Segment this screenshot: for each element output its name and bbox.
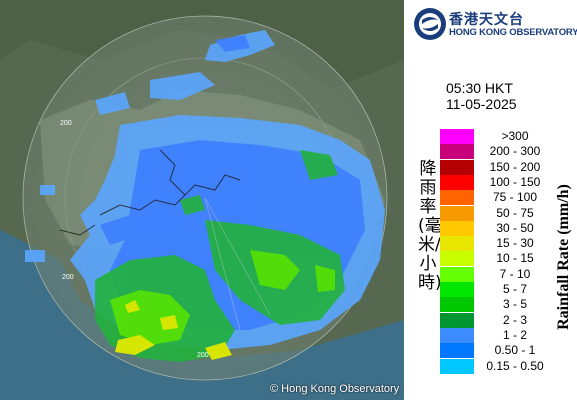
legend-swatch <box>440 129 474 144</box>
range-ring-label: 200 <box>62 274 74 281</box>
legend-label: 50 - 75 <box>496 205 534 220</box>
radar-beam-lines <box>204 197 271 331</box>
legend-label: 5 - 7 <box>502 282 527 296</box>
range-ring-label: 200 <box>60 120 72 127</box>
radar-map: 200 200 200 © Hong Kong Observatory <box>0 0 404 400</box>
legend-label: >300 <box>501 129 529 143</box>
legend-label: 2 - 3 <box>502 312 527 327</box>
legend-swatch <box>440 190 474 206</box>
radar-image <box>0 15 404 400</box>
range-ring-outer <box>22 15 388 381</box>
sea-area <box>0 230 404 400</box>
legend-label: 0.50 - 1 <box>494 343 536 358</box>
observatory-emblem-icon <box>414 8 446 40</box>
legend-swatch <box>440 282 474 297</box>
legend-swatch <box>440 236 474 252</box>
legend-swatch <box>440 144 474 160</box>
legend-swatch <box>440 205 474 221</box>
rain-bright-green <box>110 250 335 345</box>
copyright-notice: © Hong Kong Observatory <box>270 383 400 395</box>
logo-chinese-name: 香港天文台 <box>449 12 524 28</box>
legend-title-chinese: 降雨率(毫米/小時) <box>418 159 442 293</box>
side-panel: 香港天文台 HONG KONG OBSERVATORY 05:30 HKT 11… <box>404 0 577 400</box>
legend-label: 75 - 100 <box>492 190 538 205</box>
legend-label: 7 - 10 <box>499 266 531 281</box>
legend-label: 3 - 5 <box>502 297 527 312</box>
logo-english-name: HONG KONG OBSERVATORY <box>449 27 577 38</box>
legend-label: 0.15 - 0.50 <box>486 358 544 373</box>
legend-swatch <box>440 159 474 175</box>
coastline <box>59 149 241 236</box>
legend-title-english: Rainfall Rate (mm/h) <box>555 184 572 330</box>
legend-label: 1 - 2 <box>502 327 527 342</box>
legend-swatch <box>440 312 474 328</box>
legend-label: 15 - 30 <box>496 236 534 251</box>
legend-label: 30 - 50 <box>496 220 534 235</box>
range-ring-label: 200 <box>197 352 209 359</box>
legend-swatch <box>440 174 474 190</box>
legend-swatch <box>440 358 474 374</box>
legend-label: 150 - 200 <box>489 159 541 174</box>
legend-swatch <box>440 327 474 343</box>
legend-swatch <box>440 343 474 359</box>
legend-swatch <box>440 220 474 236</box>
observatory-logo: 香港天文台 HONG KONG OBSERVATORY <box>412 6 577 42</box>
legend-label: 200 - 300 <box>489 144 541 159</box>
legend-swatch <box>440 251 474 267</box>
observation-time: 05:30 HKT <box>446 80 513 96</box>
rain-yellow <box>115 300 232 360</box>
legend-swatch <box>440 297 474 313</box>
legend-label: 10 - 15 <box>496 251 534 266</box>
legend-swatch <box>440 266 474 282</box>
legend-label: 100 - 150 <box>489 174 541 189</box>
observation-date: 11-05-2025 <box>446 96 517 112</box>
